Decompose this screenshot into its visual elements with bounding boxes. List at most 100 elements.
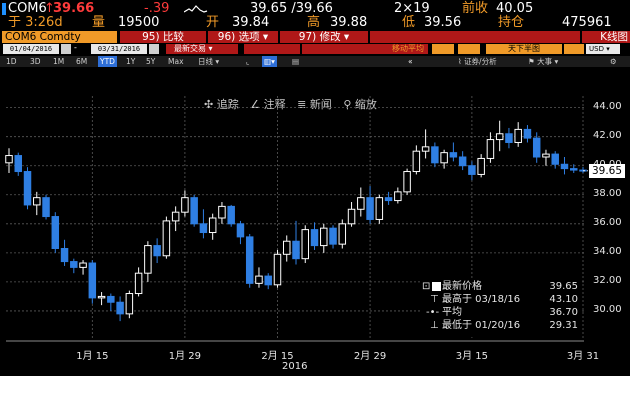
candle-body: [486, 139, 495, 159]
security-field[interactable]: COM6 Comdty: [2, 31, 117, 43]
options-button[interactable]: 96) 选项 ▾: [208, 31, 278, 43]
candle-body: [107, 295, 115, 303]
candle-body: [458, 156, 467, 167]
chart-type-label[interactable]: K线图: [582, 31, 630, 43]
candle-body: [329, 227, 337, 245]
candle-body: [523, 128, 532, 139]
high-value: 39.88: [330, 15, 368, 30]
candle-body: [394, 191, 402, 202]
candle-body: [347, 208, 356, 225]
collapse-icon[interactable]: «: [408, 57, 413, 66]
prev-close-value: 40.05: [496, 1, 534, 16]
candle-body: [199, 223, 208, 234]
candle-body: [88, 262, 97, 299]
flag-icon: ⚑: [528, 57, 535, 66]
x-tick-label: 3月 31: [566, 351, 600, 362]
candle-body: [153, 245, 161, 257]
legend-avg: -•- 平均 36.70: [420, 307, 582, 319]
candle-body: [190, 197, 198, 225]
candle-body: [33, 197, 41, 206]
candle-body: [505, 133, 513, 143]
start-date-field[interactable]: 01/04/2016: [3, 44, 59, 54]
candle-body: [208, 217, 217, 234]
range-1m[interactable]: 1M: [53, 57, 65, 66]
chevron-down-icon: ▾: [554, 57, 559, 66]
open-interest-value: 475961: [562, 15, 612, 30]
range-6m[interactable]: 6M: [76, 57, 88, 66]
date-range-separator: -: [74, 43, 77, 52]
indicator-toggle[interactable]: [458, 44, 480, 54]
line-chart-icon[interactable]: ⌞: [246, 57, 250, 66]
candle-body: [514, 128, 522, 143]
calendar-icon[interactable]: [149, 44, 159, 54]
annotate-tool[interactable]: 注释: [263, 98, 286, 111]
y-tick-label: 44.00: [593, 100, 622, 112]
pane-select[interactable]: 天下半图: [486, 44, 562, 54]
low-value: 39.56: [424, 15, 462, 30]
chevron-down-icon: ▾: [606, 45, 610, 53]
table-icon[interactable]: ▤: [292, 57, 300, 66]
y-tick-label: 34.00: [593, 245, 622, 257]
range-3d[interactable]: 3D: [30, 57, 41, 66]
candle-body: [42, 197, 50, 218]
last-price-marker: 39.65: [589, 163, 625, 178]
security-marker: [2, 3, 6, 15]
candle-chart-icon[interactable]: ▥▾: [262, 56, 277, 67]
calendar-icon[interactable]: [61, 44, 71, 54]
range-ytd[interactable]: YTD: [98, 56, 117, 67]
range-1y[interactable]: 1Y: [126, 57, 136, 66]
indicator-toggle[interactable]: [432, 44, 454, 54]
candle-body: [560, 163, 569, 170]
indicator-select[interactable]: 移动平均: [302, 44, 428, 54]
candle-body: [14, 155, 22, 173]
y-tick-label: 32.00: [593, 274, 622, 286]
period-label: 日线: [198, 57, 213, 66]
bid-ask: 39.65 /39.66: [250, 1, 333, 16]
gear-icon[interactable]: ⚙: [610, 57, 617, 66]
candle-body: [125, 293, 134, 315]
securities-analysis-button[interactable]: ⌇ 证券/分析: [458, 56, 497, 67]
pencil-icon[interactable]: ∠: [250, 98, 261, 111]
crosshair-icon[interactable]: ✣: [204, 98, 214, 111]
legend-low: ⊥ 最低于 01/20/16 29.31: [420, 320, 582, 332]
y-tick-label: 42.00: [593, 129, 622, 141]
prev-close-label: 前收: [462, 1, 489, 16]
low-label: 低: [402, 15, 416, 30]
candle-body: [375, 197, 384, 220]
candlestick-chart[interactable]: [0, 0, 630, 376]
modify-button-label: 97) 修改: [298, 31, 341, 43]
pane-toggle[interactable]: [564, 44, 584, 54]
chevron-down-icon: ▾: [208, 44, 213, 53]
end-date-field[interactable]: 03/31/2016: [91, 44, 147, 54]
candle-body: [412, 150, 421, 173]
candle-body: [5, 155, 13, 164]
candle-body: [403, 171, 411, 193]
quote-time: 于 3:26d: [8, 15, 63, 30]
range-max[interactable]: Max: [168, 57, 184, 66]
range-5y[interactable]: 5Y: [146, 57, 156, 66]
candle-body: [320, 227, 328, 247]
command-toolbar: COM6 Comdty 95) 比较 96) 选项 ▾ 97) 修改 ▾ K线图: [0, 31, 630, 43]
candle-body: [162, 220, 171, 257]
magnifier-icon[interactable]: ⚲: [343, 98, 352, 111]
sparkline-icon: [184, 5, 208, 13]
candle-body: [431, 146, 439, 164]
open-interest-label: 持仓: [498, 15, 525, 30]
open-value: 39.84: [232, 15, 270, 30]
period-select[interactable]: 日线 ▾: [198, 56, 219, 67]
events-button[interactable]: ⚑ 大事 ▾: [528, 56, 558, 67]
terminal-screen: COM6 ↑ 39.66 -.39 39.65 /39.66 2×19 前收 4…: [0, 0, 630, 376]
candle-body: [97, 295, 106, 299]
legend-high-label: 最高于 03/18/16: [442, 294, 521, 305]
legend-collapse-icon[interactable]: ⊡: [422, 281, 431, 292]
currency-select[interactable]: USD ▾: [586, 44, 620, 54]
compare-button[interactable]: 95) 比较: [120, 31, 206, 43]
range-bar: 1D 3D 1M 6M YTD 1Y 5Y Max 日线 ▾ ⌞ ▥▾ ▤ « …: [0, 56, 630, 67]
range-1d[interactable]: 1D: [6, 57, 17, 66]
news-icon[interactable]: ≣: [297, 98, 307, 111]
modify-button[interactable]: 97) 修改 ▾: [280, 31, 368, 43]
trade-type-select[interactable]: 最新交易 ▾: [166, 44, 238, 54]
candle-body: [144, 245, 152, 274]
candle-body: [532, 137, 541, 158]
last-price: 39.66: [53, 1, 95, 16]
